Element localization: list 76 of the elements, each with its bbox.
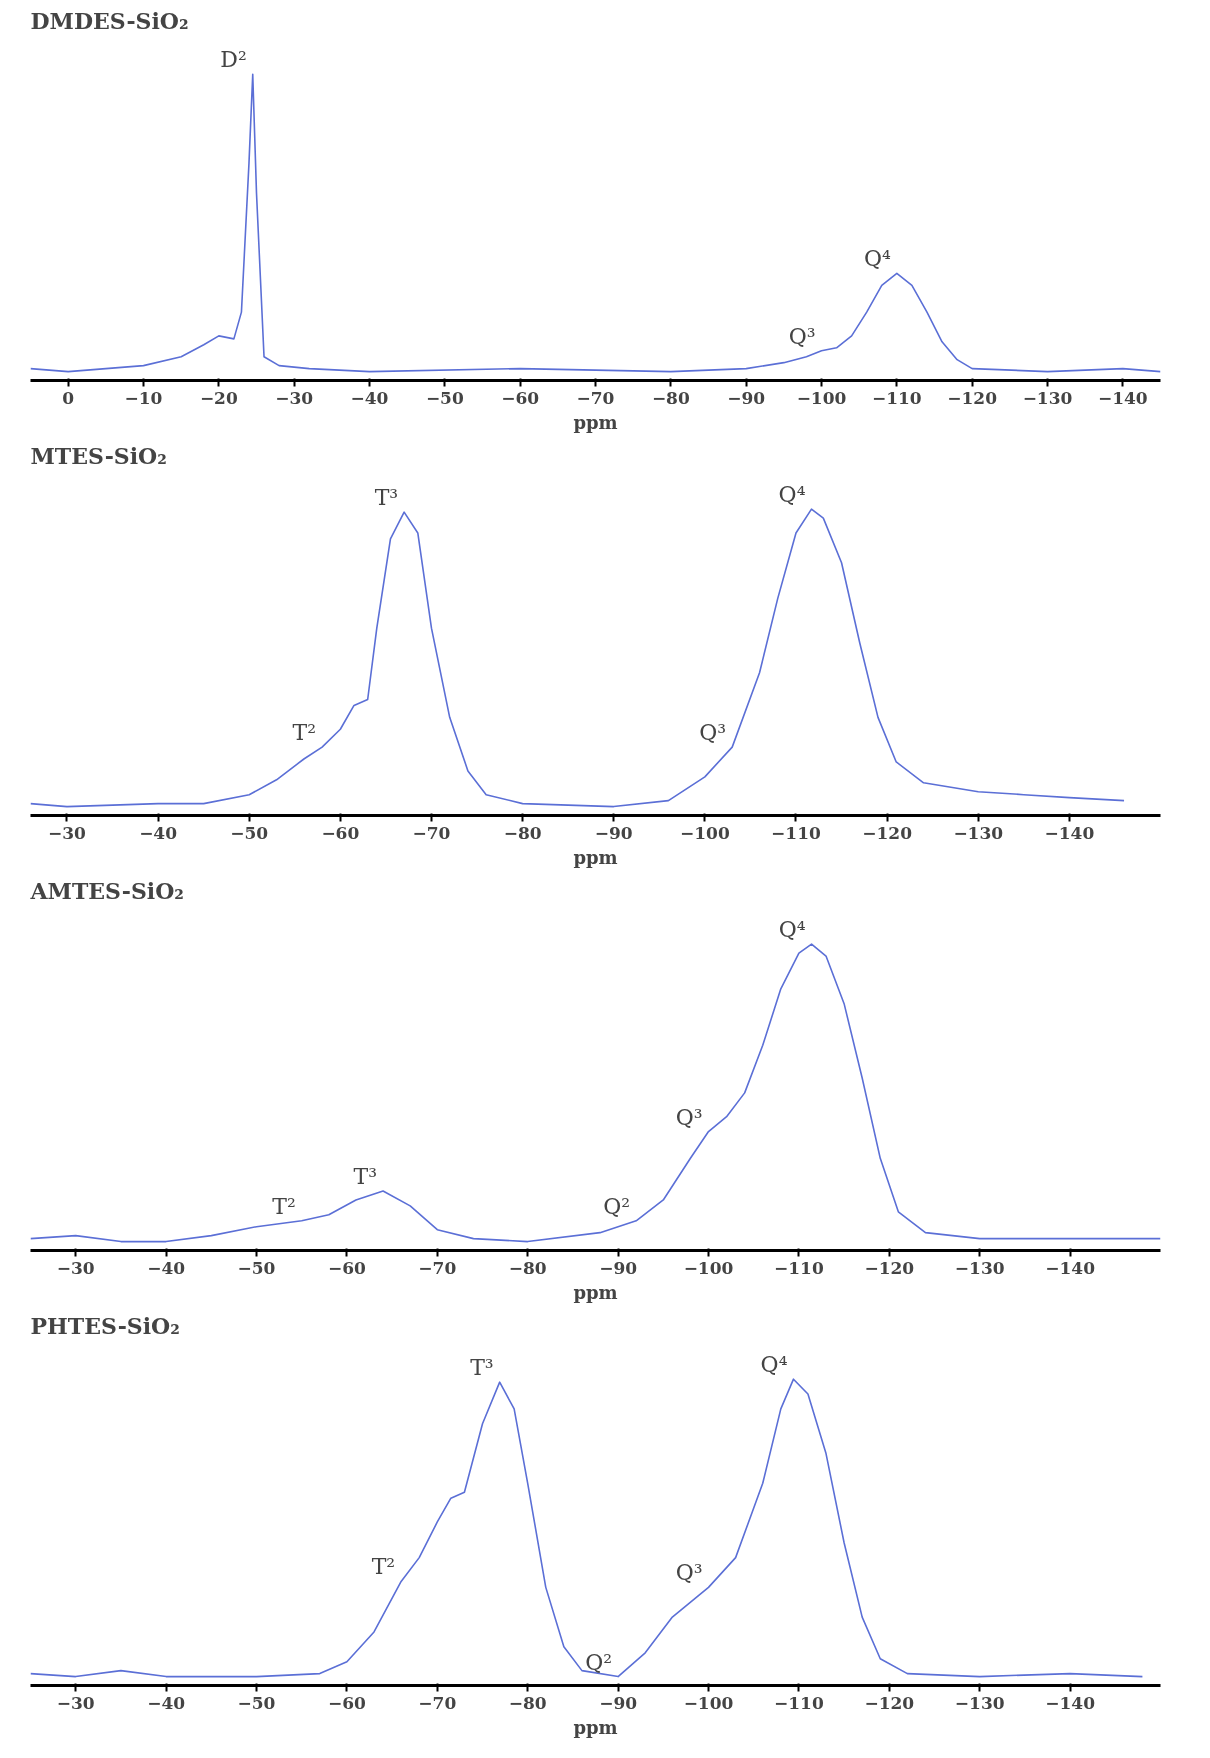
annotation: Q⁴ [863,246,892,272]
x-tick-label: −30 [48,822,87,843]
x-tick-label: −120 [864,1692,915,1713]
x-tick-label: −60 [327,1257,367,1278]
x-tick-label: −130 [953,822,1004,843]
x-tick-label: −90 [594,822,633,843]
x-tick-label: −40 [147,1257,186,1278]
annotation: Q³ [675,1560,703,1586]
annotation: T³ [470,1355,494,1381]
x-tick-label: −70 [412,822,451,843]
x-tick-label: −130 [954,1257,1005,1278]
x-tick-label: −50 [237,1692,276,1713]
x-tick-label: −40 [350,387,389,408]
x-tick-label: −130 [1022,387,1073,408]
x-tick-label: −40 [147,1692,186,1713]
x-tick-label: −110 [771,822,822,843]
chart-title: DMDES-SiO₂ [30,7,189,34]
annotation: T² [272,1193,296,1219]
x-tick-label: −70 [418,1257,457,1278]
x-tick-label: −80 [651,387,690,408]
chart-title: PHTES-SiO₂ [30,1312,180,1339]
x-tick-label: −100 [683,1257,734,1278]
x-tick-label: −20 [199,387,238,408]
x-tick-label: −30 [56,1692,95,1713]
x-tick-label: −80 [503,822,542,843]
x-tick-label: −10 [124,387,163,408]
annotation: T³ [353,1164,378,1190]
x-tick-label: −90 [599,1257,638,1278]
x-tick-label: −90 [727,387,766,408]
x-tick-label: −90 [599,1692,638,1713]
annotation: T³ [374,485,399,511]
chart-title: MTES-SiO₂ [30,442,167,469]
x-tick-label: −30 [56,1257,95,1278]
chart-title: AMTES-SiO₂ [29,877,184,904]
x-tick-label: −130 [954,1692,1005,1713]
x-tick-label: −100 [679,822,730,843]
x-tick-label: −50 [237,1257,276,1278]
x-axis-title: ppm [573,1716,618,1738]
annotation: Q³ [788,323,816,349]
x-tick-label: −50 [425,387,464,408]
annotation: Q² [603,1193,631,1219]
x-tick-label: −30 [275,387,314,408]
x-tick-label: −80 [508,1257,547,1278]
x-axis-title: ppm [573,411,618,433]
x-tick-label: −80 [508,1692,547,1713]
x-tick-label: −100 [796,387,847,408]
annotation: Q³ [699,720,727,746]
x-tick-label: −110 [774,1257,824,1278]
x-tick-label: −60 [321,822,360,843]
x-tick-label: −140 [1045,1257,1096,1278]
x-tick-label: −60 [327,1692,367,1713]
annotation: Q² [585,1649,613,1675]
x-tick-label: −110 [774,1692,824,1713]
annotation: Q⁴ [778,482,806,508]
x-tick-label: −50 [230,822,269,843]
x-tick-label: −120 [862,822,913,843]
x-tick-label: −120 [864,1257,915,1278]
annotation: Q³ [675,1104,703,1130]
annotation: T² [292,720,317,746]
x-tick-label: −140 [1044,822,1095,843]
x-axis-title: ppm [573,1281,618,1303]
x-tick-label: −40 [139,822,178,843]
x-tick-label: −70 [576,387,615,408]
x-tick-label: −60 [501,387,540,408]
annotation: Q⁴ [760,1352,788,1378]
x-tick-label: −140 [1045,1692,1096,1713]
x-tick-label: −120 [947,387,998,408]
x-tick-label: −110 [871,387,922,408]
annotation: D² [220,47,247,73]
annotation: T² [371,1554,396,1580]
annotation: Q⁴ [778,917,806,943]
x-tick-label: −100 [683,1692,734,1713]
x-tick-label: −70 [418,1692,457,1713]
x-axis-title: ppm [573,846,618,868]
x-tick-label: −140 [1097,387,1148,408]
x-tick-label: 0 [62,387,75,408]
